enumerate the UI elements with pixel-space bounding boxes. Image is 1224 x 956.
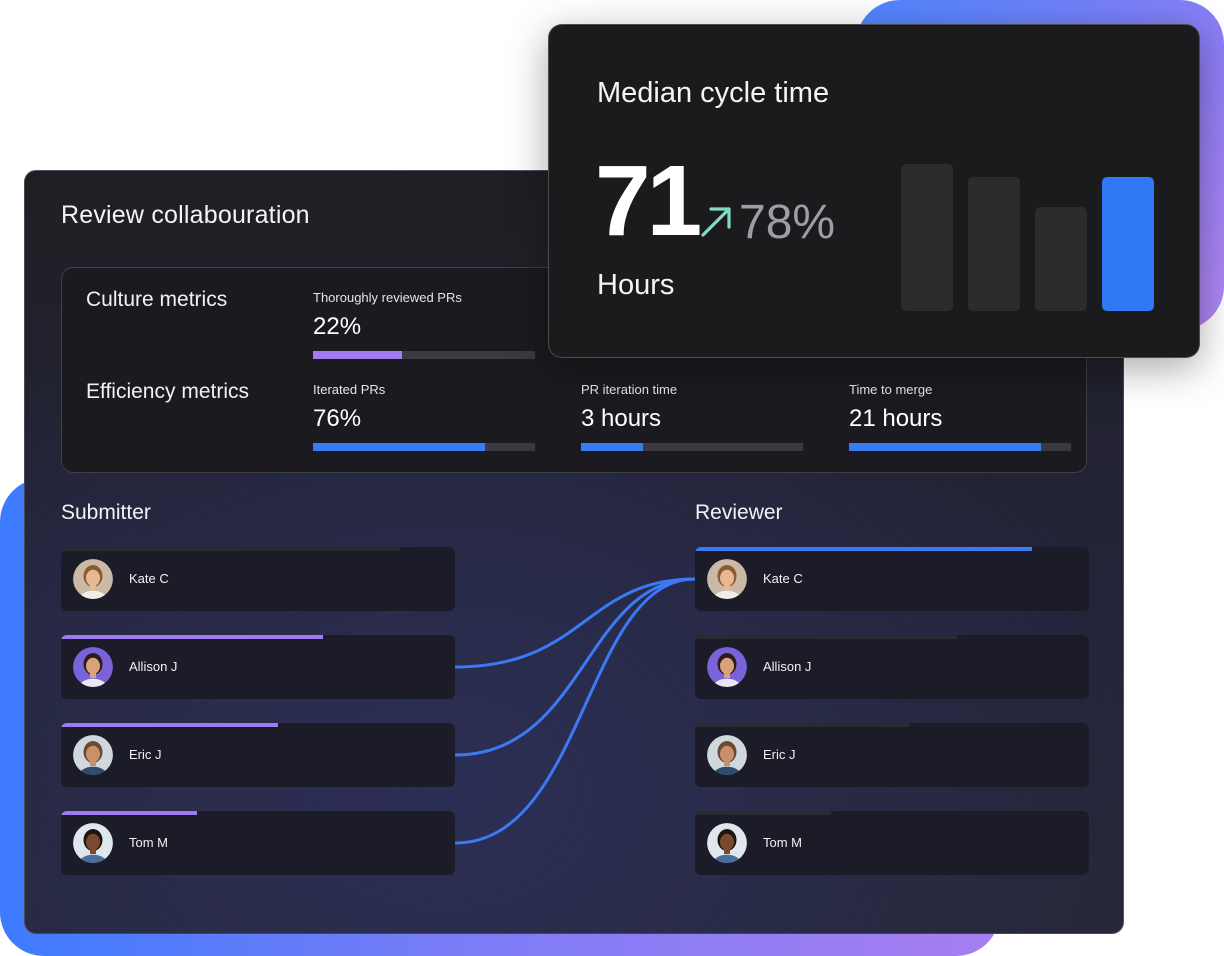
- submitter-row-kate-c[interactable]: Kate C: [61, 547, 455, 611]
- metric-progress-bar: [313, 351, 535, 359]
- submitter-row-eric-j[interactable]: Eric J: [61, 723, 455, 787]
- submitter-row-allison-j[interactable]: Allison J: [61, 635, 455, 699]
- row-activity-bar: [61, 547, 400, 551]
- avatar: [73, 647, 113, 687]
- person-name: Kate C: [129, 571, 169, 586]
- person-name: Allison J: [763, 659, 812, 674]
- metric-progress-fill: [313, 351, 402, 359]
- culture-metrics-label: Culture metrics: [86, 288, 228, 311]
- metric-progress-fill: [581, 443, 644, 451]
- metric-value: 76%: [313, 405, 362, 432]
- reviewer-title: Reviewer: [695, 501, 783, 524]
- link-line: [454, 577, 696, 669]
- metric-label: Time to merge: [849, 382, 933, 397]
- row-activity-bar: [61, 635, 323, 639]
- avatar: [707, 559, 747, 599]
- cycle-time-bar: [901, 163, 953, 311]
- avatar: [73, 559, 113, 599]
- metric-value: 3 hours: [581, 405, 662, 432]
- cycle-time-bar: [1035, 207, 1087, 311]
- metric-progress-bar: [849, 443, 1071, 451]
- row-activity-bar: [695, 811, 831, 815]
- cycle-time-bar: [968, 176, 1020, 311]
- metric-progress-bar: [313, 443, 535, 451]
- reviewer-row-tom-m[interactable]: Tom M: [695, 811, 1089, 875]
- metric-progress-fill: [313, 443, 486, 451]
- cycle-time-change: 78%: [739, 196, 836, 249]
- metric-progress-fill: [849, 443, 1042, 451]
- person-name: Kate C: [763, 571, 803, 586]
- median-cycle-time-card: Median cycle time 71 78% Hours: [548, 24, 1200, 358]
- arrow-up-right-icon: [701, 207, 731, 237]
- submitter-reviewer-links: [454, 577, 696, 845]
- person-name: Tom M: [763, 835, 802, 850]
- avatar: [73, 823, 113, 863]
- metric-time-to-merge: Time to merge 21 hours: [849, 382, 1071, 451]
- row-activity-bar: [695, 547, 1032, 551]
- link-line: [454, 577, 696, 845]
- metric-iterated-prs: Iterated PRs 76%: [313, 382, 535, 451]
- row-activity-bar: [61, 723, 278, 727]
- review-collaboration-card: Review collabouration Culture metrics Ef…: [24, 170, 1124, 934]
- row-activity-bar: [695, 635, 957, 639]
- person-name: Tom M: [129, 835, 168, 850]
- metric-value: 22%: [313, 313, 362, 340]
- avatar: [73, 735, 113, 775]
- avatar: [707, 647, 747, 687]
- link-line: [454, 577, 696, 757]
- reviewer-row-eric-j[interactable]: Eric J: [695, 723, 1089, 787]
- metric-label: Thoroughly reviewed PRs: [313, 290, 462, 305]
- submitter-row-tom-m[interactable]: Tom M: [61, 811, 455, 875]
- submitter-title: Submitter: [61, 501, 151, 524]
- metric-pr-iteration-time: PR iteration time 3 hours: [581, 382, 803, 451]
- cycle-time-bar: [1102, 176, 1154, 311]
- cycle-time-unit: Hours: [597, 269, 675, 301]
- efficiency-metrics-label: Efficiency metrics: [86, 380, 249, 403]
- cycle-time-title: Median cycle time: [597, 77, 830, 109]
- cycle-time-value: 71: [595, 145, 702, 257]
- avatar: [707, 735, 747, 775]
- reviewer-row-allison-j[interactable]: Allison J: [695, 635, 1089, 699]
- metric-thoroughly-reviewed: Thoroughly reviewed PRs 22%: [313, 290, 535, 359]
- reviewer-row-kate-c[interactable]: Kate C: [695, 547, 1089, 611]
- person-name: Eric J: [129, 747, 162, 762]
- row-activity-bar: [695, 723, 910, 727]
- person-name: Eric J: [763, 747, 796, 762]
- metric-label: Iterated PRs: [313, 382, 386, 397]
- metric-progress-bar: [581, 443, 803, 451]
- avatar: [707, 823, 747, 863]
- metric-label: PR iteration time: [581, 382, 678, 397]
- card-title: Review collabouration: [61, 201, 310, 229]
- metric-value: 21 hours: [849, 405, 943, 432]
- row-activity-bar: [61, 811, 197, 815]
- person-name: Allison J: [129, 659, 178, 674]
